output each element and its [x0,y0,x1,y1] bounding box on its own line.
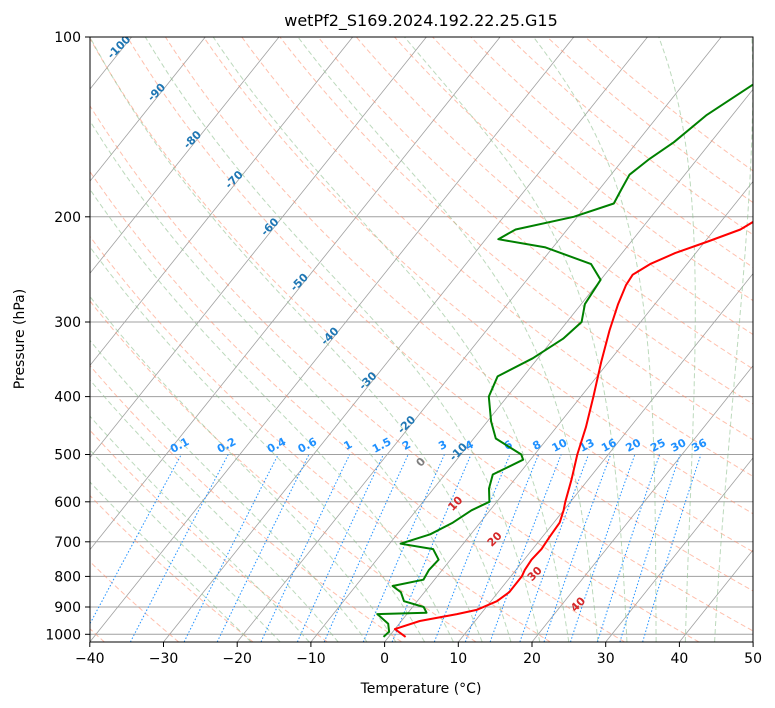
x-axis-label: Temperature (°C) [360,681,482,697]
y-axis-label: Pressure (hPa) [12,289,28,389]
moist-adiabat-line [90,481,252,642]
moist-adiabat-line [658,37,696,642]
dry-adiabat-line [90,300,477,642]
moist-adiabat-line [297,37,599,642]
dry-adiabat-line [90,429,328,642]
y-tick-label: 700 [54,535,81,551]
isotherm-line [236,37,722,642]
moist-adiabat-line [404,37,628,642]
x-tick-label: 30 [597,651,615,667]
mixing-ratio-line [296,454,384,642]
temperature-line [393,220,753,638]
mixing-ratio-line [90,454,182,625]
dry-adiabats [90,37,753,642]
isotherm-line [605,457,753,642]
mixing-ratio-line [570,454,636,642]
dry-adiabat-line [90,170,625,642]
mixing-ratio-line [642,454,702,642]
y-tick-label: 100 [54,30,81,46]
mixing-ratio-line [619,454,681,642]
x-tick-label: 0 [380,651,389,667]
mixing-ratio-line [362,454,445,642]
dry-adiabat-line [164,37,753,553]
y-tick-label: 1000 [45,627,81,643]
moist-adiabat-line [90,120,483,642]
x-tick-label: −10 [296,651,326,667]
mixing-ratio-line [464,454,539,642]
dry-adiabat-line [90,37,753,632]
isotherm-line [90,37,354,367]
dry-adiabat-line [394,37,753,336]
moist-adiabat-line [212,37,570,642]
moist-adiabat-line [90,449,281,642]
mixing-ratio-line [519,454,589,642]
dry-adiabat-line [126,37,753,592]
mixing-ratio-lines [90,454,702,642]
moist-adiabat-line [90,379,339,642]
isotherm-line [90,37,501,551]
isotherm-line [384,180,753,642]
isotherm-line [90,37,280,274]
isotherm-line [457,272,753,642]
x-tick-label: −40 [75,651,105,667]
x-tick-label: 50 [744,651,762,667]
moist-adiabat-line [533,37,657,642]
isobar-gridlines [90,37,753,635]
chart-title: wetPf2_S169.2024.192.22.25.G15 [284,11,558,31]
dry-adiabat-line [90,494,254,642]
x-tick-label: 20 [523,651,541,667]
isotherm-line [310,88,753,642]
mixing-ratio-line [183,454,279,642]
dewpoint-line [376,83,753,638]
mixing-ratio-line [391,454,472,642]
isotherm-line [531,365,753,642]
mixing-ratio-label: 20 [623,436,643,455]
x-tick-label: 40 [670,651,688,667]
moist-adiabat-line [90,295,397,642]
dry-adiabat-line [279,37,753,441]
plot-area: 0.1 0.2 0.4 0.6 1 1.5 2 3 4 6 8 10 13 16 20 25 30 36-100-… [90,37,753,642]
mixing-ratio-line [433,454,511,642]
mixing-ratio-label: 25 [648,436,668,455]
mixing-ratio-line [543,454,612,642]
y-axis-ticks: 100 200 300 400 500 600 700 800 900 1000 [45,30,90,643]
dry-adiabat-line [90,560,180,642]
mixing-ratio-line [489,454,562,642]
mixing-ratio-label: 30 [669,436,689,455]
dry-adiabat-line [203,37,753,515]
profile-series [376,83,753,638]
mixing-ratio-line [597,454,661,642]
dry-adiabat-line [90,235,551,642]
moist-adiabat-line [714,37,753,642]
dry-adiabat-line [355,37,753,370]
moist-adiabat-line [90,188,454,642]
y-tick-label: 900 [54,600,81,616]
mixing-ratio-line [323,454,409,642]
x-axis-ticks: −40 −30 −20 −10 0 10 20 30 40 50 [75,642,762,667]
mixing-ratio-line [260,454,351,642]
plot-frame [89,36,754,643]
x-tick-label: 10 [449,651,467,667]
isotherm-line [90,37,575,642]
x-tick-label: −20 [222,651,252,667]
moist-adiabat-line [90,339,368,642]
mixing-ratio-label: 10 [550,436,570,455]
y-tick-label: 500 [54,448,81,464]
y-tick-label: 300 [54,315,81,331]
dry-adiabat-line [90,104,700,642]
y-tick-label: 400 [54,390,81,406]
y-tick-label: 600 [54,495,81,511]
isotherm-line [90,37,206,182]
x-tick-label: −30 [149,651,179,667]
y-tick-label: 200 [54,210,81,226]
mixing-ratio-line [216,454,310,642]
moist-adiabat-line [90,415,310,642]
mixing-ratio-label: 16 [599,436,619,455]
moist-adiabat-line [90,246,426,642]
isotherm-line [90,37,427,459]
y-tick-label: 800 [54,569,81,585]
mixing-ratio-label: 36 [689,436,709,455]
